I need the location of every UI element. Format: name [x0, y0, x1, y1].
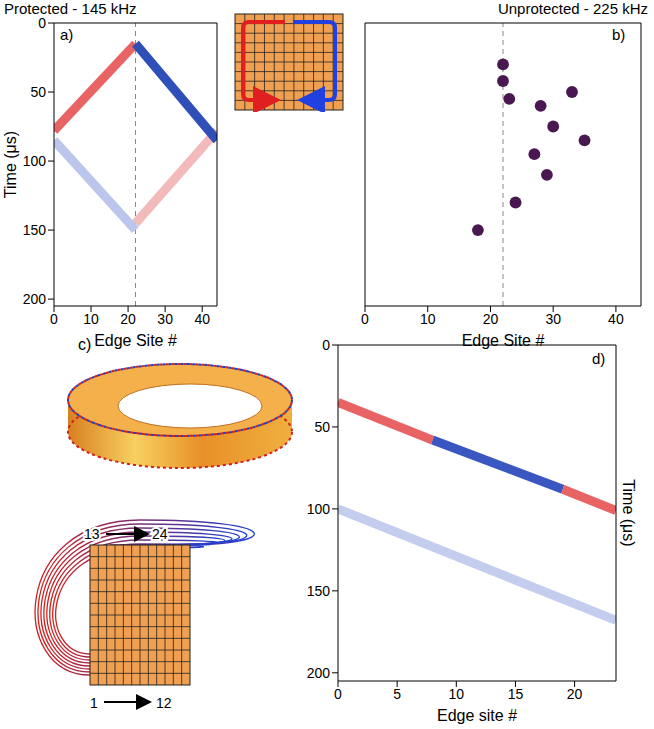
svg-text:100: 100: [307, 501, 331, 517]
svg-text:20: 20: [567, 686, 583, 702]
svg-text:50: 50: [314, 419, 330, 435]
svg-text:Time (μs): Time (μs): [2, 131, 19, 198]
html-text:d): d): [592, 350, 606, 367]
svg-text:10: 10: [83, 311, 99, 327]
svg-text:30: 30: [157, 311, 173, 327]
svg-text:0: 0: [334, 686, 342, 702]
svg-text:150: 150: [307, 583, 331, 599]
html-text:Unprotected - 225 kHz: Unprotected - 225 kHz: [497, 0, 648, 17]
svg-text:Edge Site #: Edge Site #: [462, 332, 545, 349]
svg-text:24: 24: [152, 526, 168, 542]
svg-text:0: 0: [322, 337, 330, 353]
svg-text:20: 20: [120, 311, 136, 327]
svg-text:40: 40: [194, 311, 210, 327]
svg-text:30: 30: [545, 311, 561, 327]
svg-text:15: 15: [508, 686, 524, 702]
svg-text:0: 0: [38, 15, 46, 31]
svg-text:12: 12: [156, 695, 172, 711]
svg-text:10: 10: [420, 311, 436, 327]
svg-text:150: 150: [23, 222, 47, 238]
svg-text:Edge site #: Edge site #: [437, 707, 517, 724]
html-text:Protected - 145 kHz: Protected - 145 kHz: [4, 0, 137, 17]
svg-text:100: 100: [23, 153, 47, 169]
svg-text:200: 200: [307, 665, 331, 681]
svg-text:0: 0: [50, 311, 58, 327]
svg-text:c): c): [78, 336, 91, 353]
svg-text:40: 40: [608, 311, 624, 327]
svg-text:0: 0: [361, 311, 369, 327]
html-text:a): a): [60, 26, 74, 43]
svg-text:200: 200: [23, 291, 47, 307]
svg-text:20: 20: [483, 311, 499, 327]
svg-text:Time (μs): Time (μs): [620, 479, 637, 546]
svg-text:50: 50: [30, 84, 46, 100]
html-text:b): b): [612, 26, 626, 43]
svg-text:5: 5: [393, 686, 401, 702]
svg-text:Edge Site #: Edge Site #: [94, 332, 177, 349]
svg-text:1: 1: [90, 695, 98, 711]
svg-text:13: 13: [84, 526, 100, 542]
svg-text:10: 10: [449, 686, 465, 702]
